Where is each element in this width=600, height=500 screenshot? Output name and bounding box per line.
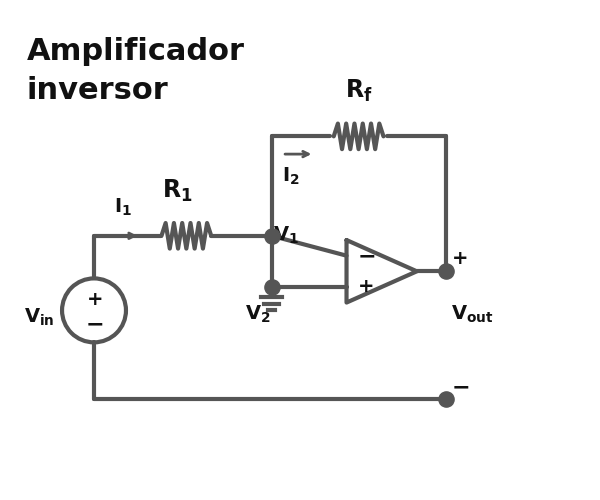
Text: $\mathbf{V_1}$: $\mathbf{V_1}$ bbox=[273, 225, 299, 246]
Point bbox=[267, 283, 277, 291]
Text: inversor: inversor bbox=[26, 76, 168, 105]
Point bbox=[441, 395, 451, 403]
Text: $\mathbf{-}$: $\mathbf{-}$ bbox=[451, 376, 470, 396]
Text: $\mathbf{V_{in}}$: $\mathbf{V_{in}}$ bbox=[25, 307, 55, 328]
Text: $\mathbf{-}$: $\mathbf{-}$ bbox=[357, 246, 376, 266]
Point bbox=[267, 232, 277, 240]
Text: $\mathbf{I_1}$: $\mathbf{I_1}$ bbox=[114, 196, 132, 218]
Text: $\mathbf{V_{out}}$: $\mathbf{V_{out}}$ bbox=[451, 304, 493, 324]
Text: $\mathbf{-}$: $\mathbf{-}$ bbox=[85, 313, 103, 333]
Point bbox=[441, 268, 451, 276]
Text: $\mathbf{+}$: $\mathbf{+}$ bbox=[86, 290, 102, 309]
Text: $\mathbf{+}$: $\mathbf{+}$ bbox=[357, 278, 374, 296]
Text: $\mathbf{V_2}$: $\mathbf{V_2}$ bbox=[245, 304, 270, 324]
Text: $\mathbf{R_1}$: $\mathbf{R_1}$ bbox=[162, 178, 193, 204]
Text: $\mathbf{I_2}$: $\mathbf{I_2}$ bbox=[282, 166, 300, 188]
Text: $\mathbf{R_f}$: $\mathbf{R_f}$ bbox=[344, 78, 373, 104]
Text: Amplificador: Amplificador bbox=[26, 37, 245, 66]
Text: $\mathbf{+}$: $\mathbf{+}$ bbox=[451, 249, 467, 268]
